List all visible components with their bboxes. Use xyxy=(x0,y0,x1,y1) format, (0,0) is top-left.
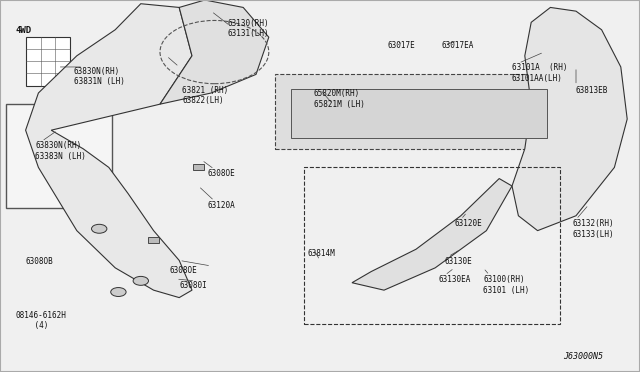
FancyBboxPatch shape xyxy=(193,164,204,170)
Polygon shape xyxy=(352,179,512,290)
Text: 6308OE: 6308OE xyxy=(208,169,236,178)
Text: 65820M(RH)
65821M (LH): 65820M(RH) 65821M (LH) xyxy=(314,89,364,109)
Text: 63100(RH)
63101 (LH): 63100(RH) 63101 (LH) xyxy=(483,275,529,295)
FancyBboxPatch shape xyxy=(26,37,70,86)
FancyBboxPatch shape xyxy=(275,74,557,149)
Text: 6308OE: 6308OE xyxy=(170,266,197,275)
Text: 63130(RH)
63131(LH): 63130(RH) 63131(LH) xyxy=(227,19,269,38)
Text: 6308OB: 6308OB xyxy=(26,257,53,266)
Text: 63130E: 63130E xyxy=(445,257,472,266)
Text: 63120E: 63120E xyxy=(454,219,482,228)
Circle shape xyxy=(111,288,126,296)
Circle shape xyxy=(133,276,148,285)
Text: 63821 (RH)
63822(LH): 63821 (RH) 63822(LH) xyxy=(182,86,228,105)
FancyBboxPatch shape xyxy=(291,89,547,138)
Text: 63017E: 63017E xyxy=(387,41,415,50)
FancyBboxPatch shape xyxy=(148,237,159,243)
Text: 63813EB: 63813EB xyxy=(576,86,609,94)
Text: 63132(RH)
63133(LH): 63132(RH) 63133(LH) xyxy=(573,219,614,239)
Text: 63120A: 63120A xyxy=(208,201,236,210)
Text: 63830N(RH)
63831N (LH): 63830N(RH) 63831N (LH) xyxy=(74,67,124,86)
Polygon shape xyxy=(26,4,192,298)
Text: 4WD: 4WD xyxy=(16,26,32,35)
Text: 63017EA: 63017EA xyxy=(442,41,474,50)
Text: J63000N5: J63000N5 xyxy=(563,352,604,360)
Polygon shape xyxy=(512,7,627,231)
Text: 63130EA: 63130EA xyxy=(438,275,471,284)
Text: 63814M: 63814M xyxy=(307,249,335,258)
Text: 08146-6162H
    (4): 08146-6162H (4) xyxy=(16,311,67,330)
FancyBboxPatch shape xyxy=(6,104,112,208)
Text: 63080I: 63080I xyxy=(179,281,207,290)
Text: 63101A  (RH)
63101AA(LH): 63101A (RH) 63101AA(LH) xyxy=(512,63,568,83)
Circle shape xyxy=(92,224,107,233)
Text: 63830N(RH)
63383N (LH): 63830N(RH) 63383N (LH) xyxy=(35,141,86,161)
Polygon shape xyxy=(160,0,269,104)
